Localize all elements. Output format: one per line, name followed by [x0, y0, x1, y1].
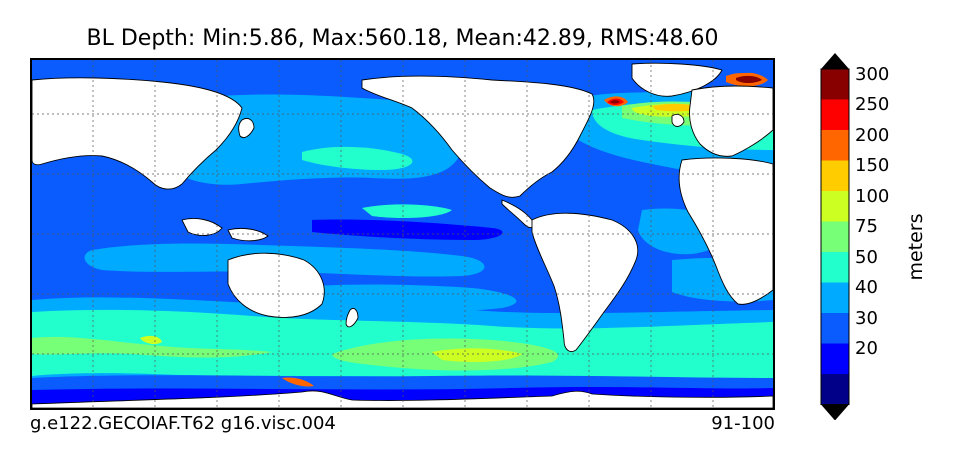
new-zealand: [345, 307, 359, 328]
depth-map: [32, 60, 773, 408]
colorbar-segment: [821, 191, 849, 222]
maritime-continent: [181, 217, 223, 236]
colorbar-over-arrow: [821, 53, 849, 69]
colorbar-tick-label: 20: [855, 338, 878, 359]
colorbar-segment: [821, 69, 849, 100]
uk-islands: [671, 113, 685, 127]
land-masses: [32, 62, 773, 352]
south-america: [531, 212, 639, 352]
colorbar-tick-label: 50: [855, 246, 878, 268]
antarctica: [32, 390, 773, 408]
graticule: [32, 60, 773, 408]
nordic-seas-300: [736, 75, 762, 83]
colorbar-tick-label: 75: [855, 216, 878, 237]
map-panel: [30, 58, 775, 410]
europe: [689, 85, 773, 157]
north-pacific-50: [302, 146, 413, 170]
south-pacific-40: [264, 284, 517, 312]
case-name-caption: g.e122.GECOIAF.T62 g16.visc.004: [30, 413, 336, 434]
africa: [678, 157, 773, 305]
asia: [32, 77, 243, 190]
new-guinea: [227, 227, 269, 242]
colorbar: [820, 53, 850, 420]
colorbar-tick-label: 40: [855, 277, 878, 298]
colorbar-segment: [821, 282, 849, 314]
colorbar-segment: [821, 252, 849, 283]
colorbar-tick-label: 300: [855, 63, 890, 85]
colorbar-tick-label: 100: [855, 185, 890, 207]
colorbar-tick-label: 200: [855, 124, 890, 146]
southern-ocean-75: [32, 336, 272, 358]
southern-ocean-100-b: [140, 335, 162, 345]
antarctica-ice-shelf: [282, 377, 314, 387]
year-range-caption: 91-100: [711, 413, 775, 434]
greenland: [631, 62, 723, 97]
colorbar-tick-label: 30: [855, 307, 878, 329]
colorbar-label: meters: [905, 213, 927, 281]
colorbar-segment: [821, 160, 849, 192]
pacific-equatorial-50: [362, 204, 452, 218]
central-america: [501, 199, 534, 228]
labrador-sea-300: [610, 100, 620, 104]
colorbar-segment: [821, 221, 849, 253]
colorbar-segment: [821, 374, 849, 405]
colorbar-segment: [821, 99, 849, 131]
colorbar-tick-label: 150: [855, 155, 890, 176]
colorbar-label-box: meters: [896, 202, 936, 292]
australia: [227, 252, 325, 318]
map-title: BL Depth: Min:5.86, Max:560.18, Mean:42.…: [86, 26, 719, 51]
colorbar-segment: [821, 130, 849, 161]
japan: [238, 117, 255, 139]
colorbar-outline: [820, 68, 850, 405]
southern-ocean-100: [432, 348, 522, 362]
colorbar-under-arrow: [821, 404, 849, 420]
colorbar-segment: [821, 343, 849, 375]
pacific-tropical-20: [312, 219, 503, 240]
colorbar-tick-label: 250: [855, 94, 890, 115]
colorbar-segment: [821, 313, 849, 344]
